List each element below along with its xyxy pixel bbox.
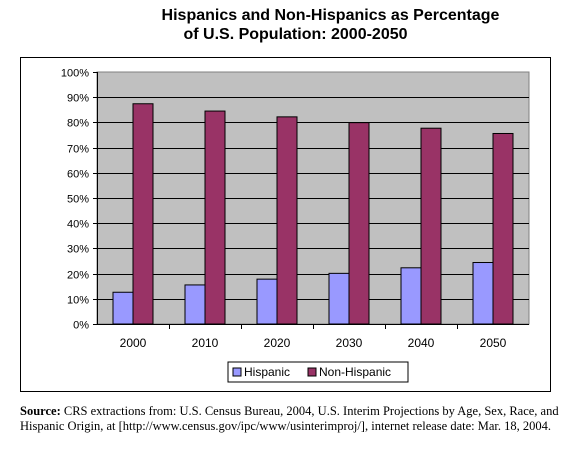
bar-chart: 0% 10% 20% 30% 40% 50% 60% 70% 80% 90% 100% 2000 201… (61, 68, 530, 383)
bar-hispanic (472, 262, 494, 325)
x-tick-label: 2050 (480, 336, 507, 350)
y-tick-label: 70% (67, 144, 89, 156)
chart-title-line2: of U.S. Population: 2000-2050 (183, 26, 408, 43)
bar-non-hispanic (132, 103, 154, 325)
source-label: Source: (20, 404, 61, 418)
chart-title-line1: Hispanics and Non-Hispanics as Percentag… (161, 7, 500, 24)
x-tick-label: 2030 (336, 336, 363, 350)
y-tick-label: 30% (67, 244, 89, 256)
source-note: Source: CRS extractions from: U.S. Censu… (20, 404, 560, 434)
legend-label-hispanic: Hispanic (244, 365, 290, 379)
bar-hispanic (184, 284, 206, 325)
y-tick-label: 50% (67, 194, 89, 206)
y-tick-label: 80% (67, 118, 89, 130)
y-tick-label: 0% (73, 320, 89, 332)
y-tick-label: 90% (67, 93, 89, 105)
y-tick-label: 20% (67, 270, 89, 282)
legend-label-non-hispanic: Non-Hispanic (319, 365, 391, 379)
x-tick-label: 2020 (264, 336, 291, 350)
x-tick-label: 2010 (192, 336, 219, 350)
x-tick-label: 2000 (120, 336, 147, 350)
legend-swatch-non-hispanic (307, 367, 317, 377)
bar-non-hispanic (492, 132, 514, 325)
bar-hispanic (328, 272, 350, 325)
bar-hispanic (256, 278, 278, 325)
chart-frame: 0% 10% 20% 30% 40% 50% 60% 70% 80% 90% 100% 2000 201… (20, 57, 551, 392)
y-tick-label: 10% (67, 295, 89, 307)
legend-box (227, 361, 409, 383)
bar-hispanic (400, 267, 422, 325)
bar-non-hispanic (348, 122, 370, 325)
y-tick-label: 60% (67, 169, 89, 181)
chart-title: Hispanics and Non-Hispanics as Percentag… (0, 6, 571, 44)
y-tick-label: 100% (61, 68, 89, 80)
bar-hispanic (112, 291, 134, 325)
bar-non-hispanic (204, 110, 226, 325)
y-tick-label: 40% (67, 219, 89, 231)
x-tick-label: 2040 (408, 336, 435, 350)
bar-non-hispanic (276, 116, 298, 325)
legend-swatch-hispanic (232, 367, 242, 377)
bar-non-hispanic (420, 127, 442, 325)
source-text: CRS extractions from: U.S. Census Bureau… (20, 404, 559, 433)
